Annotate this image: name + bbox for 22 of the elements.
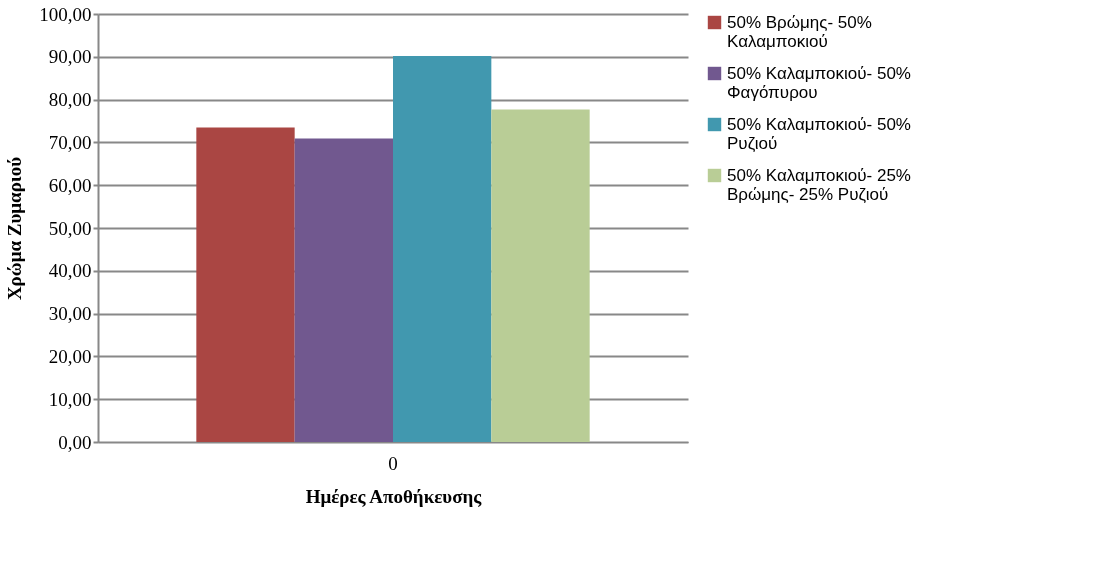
- y-tick-label: 50,00: [48, 217, 92, 239]
- y-tick-label: 20,00: [48, 345, 92, 367]
- bar: [393, 55, 492, 442]
- y-tick-label: 60,00: [48, 174, 92, 196]
- y-tick-label: 10,00: [48, 388, 92, 410]
- y-tick-label: 100,00: [39, 3, 92, 25]
- x-axis-title: Ημέρες Αποθήκευσης: [305, 485, 483, 507]
- y-tick-label: 90,00: [48, 46, 92, 68]
- bar: [196, 127, 295, 442]
- bar: [294, 138, 393, 442]
- legend-label: 50% Βρώμης- 50% Καλαμποκιού: [727, 12, 872, 51]
- legend-label: 50% Καλαμποκιού- 50% Ρυζιού: [727, 114, 911, 153]
- y-tick-label: 70,00: [48, 131, 92, 153]
- y-tick-label: 0,00: [58, 431, 92, 453]
- y-tick-label: 30,00: [48, 303, 92, 325]
- x-tick-label: 0: [388, 452, 398, 474]
- bar: [491, 109, 590, 442]
- y-tick-label: 40,00: [48, 260, 92, 282]
- y-axis-title: Χρώμα Ζυμαριού: [4, 156, 26, 301]
- legend-label: 50% Καλαμποκιού- 50% Φαγόπυρου: [727, 63, 911, 102]
- y-tick-label: 80,00: [48, 89, 92, 111]
- legend-label: 50% Καλαμποκιού- 25% Βρώμης- 25% Ρυζιού: [727, 165, 911, 204]
